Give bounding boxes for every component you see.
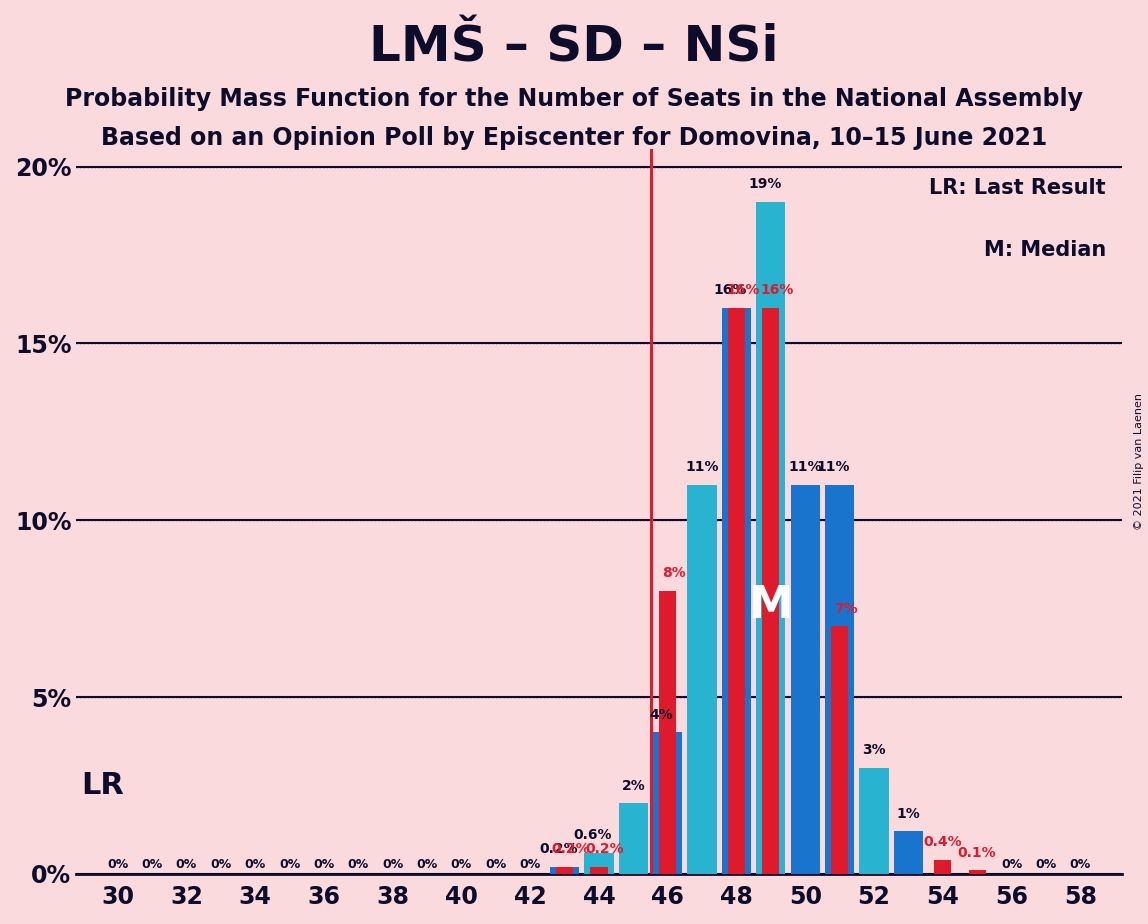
Text: 11%: 11% (789, 460, 822, 474)
Bar (728, 308, 745, 874)
Bar (688, 485, 716, 874)
Bar (825, 485, 854, 874)
Text: 0%: 0% (348, 858, 369, 871)
Text: 0%: 0% (313, 858, 334, 871)
Bar (653, 733, 682, 874)
Text: LR: Last Result: LR: Last Result (929, 178, 1106, 198)
Bar (556, 867, 573, 874)
Bar (791, 485, 820, 874)
Text: Probability Mass Function for the Number of Seats in the National Assembly: Probability Mass Function for the Number… (65, 87, 1083, 111)
Bar (762, 308, 779, 874)
Text: 0%: 0% (141, 858, 163, 871)
Bar (550, 867, 580, 874)
Text: 19%: 19% (748, 177, 782, 191)
Text: © 2021 Filip van Laenen: © 2021 Filip van Laenen (1134, 394, 1143, 530)
Text: 0%: 0% (1035, 858, 1056, 871)
Bar (934, 859, 952, 874)
Text: 0%: 0% (1070, 858, 1091, 871)
Text: 0%: 0% (417, 858, 437, 871)
Bar (831, 626, 848, 874)
Text: LMŠ – SD – NSi: LMŠ – SD – NSi (370, 23, 778, 71)
Text: 1%: 1% (897, 807, 921, 821)
Text: 0.2%: 0.2% (585, 842, 625, 857)
Text: 0.1%: 0.1% (957, 845, 996, 859)
Text: 0.6%: 0.6% (574, 828, 612, 842)
Text: M: M (748, 584, 793, 626)
Bar (757, 202, 785, 874)
Text: 0%: 0% (1001, 858, 1022, 871)
Bar (619, 803, 647, 874)
Text: 11%: 11% (685, 460, 719, 474)
Text: 0%: 0% (486, 858, 506, 871)
Bar (860, 768, 889, 874)
Text: 0%: 0% (520, 858, 541, 871)
Bar (722, 308, 751, 874)
Text: LR: LR (82, 771, 124, 799)
Text: 2%: 2% (621, 779, 645, 793)
Text: 0%: 0% (245, 858, 266, 871)
Text: 0.4%: 0.4% (923, 835, 962, 849)
Bar (584, 853, 613, 874)
Text: Based on an Opinion Poll by Episcenter for Domovina, 10–15 June 2021: Based on an Opinion Poll by Episcenter f… (101, 126, 1047, 150)
Text: 0%: 0% (451, 858, 472, 871)
Text: 0.2%: 0.2% (540, 842, 577, 857)
Text: 0%: 0% (382, 858, 403, 871)
Bar (659, 591, 676, 874)
Text: 7%: 7% (833, 602, 858, 615)
Text: 16%: 16% (714, 284, 747, 298)
Bar (969, 870, 986, 874)
Bar (590, 867, 607, 874)
Text: 0%: 0% (107, 858, 129, 871)
Text: 16%: 16% (760, 284, 793, 298)
Text: 8%: 8% (662, 566, 685, 580)
Text: 0.2%: 0.2% (551, 842, 590, 857)
Text: 0%: 0% (176, 858, 197, 871)
Bar (894, 832, 923, 874)
Text: 4%: 4% (650, 708, 674, 722)
Text: 3%: 3% (862, 743, 886, 757)
Text: 0%: 0% (279, 858, 300, 871)
Text: 16%: 16% (726, 284, 759, 298)
Text: 11%: 11% (816, 460, 851, 474)
Text: 0%: 0% (210, 858, 232, 871)
Text: M: Median: M: Median (984, 239, 1106, 260)
